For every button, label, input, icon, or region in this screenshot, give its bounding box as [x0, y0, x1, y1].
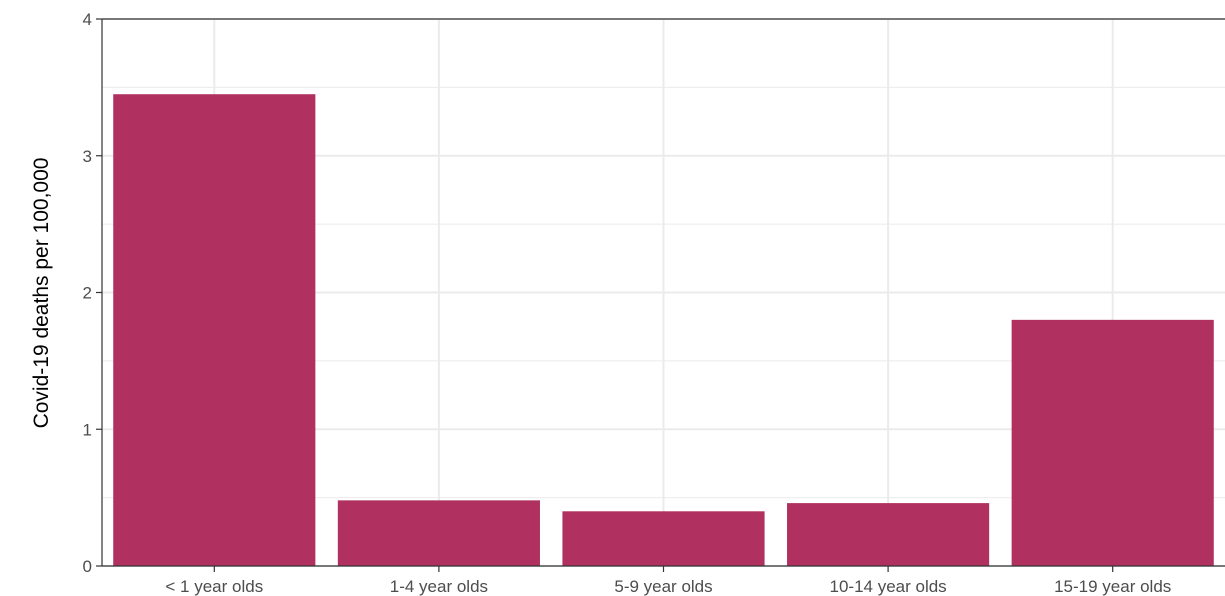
x-tick-label: < 1 year olds — [165, 577, 263, 596]
y-tick-label: 0 — [83, 557, 92, 576]
y-tick-label: 2 — [83, 284, 92, 303]
bar — [787, 503, 990, 566]
x-tick-label: 15-19 year olds — [1054, 577, 1171, 596]
y-tick-label: 4 — [83, 10, 92, 29]
bar — [562, 511, 765, 566]
axes-layer — [96, 18, 1225, 572]
bar — [113, 94, 316, 567]
labels-layer: 0 1 2 3 4 < 1 year olds 1-4 year olds 5-9 year … — [83, 10, 1172, 596]
bar — [337, 500, 540, 566]
y-axis-title: Covid-19 deaths per 100,000 — [30, 158, 53, 429]
y-tick-label: 1 — [83, 420, 92, 439]
bar — [1011, 319, 1214, 566]
y-tick-label: 3 — [83, 147, 92, 166]
x-tick-label: 1-4 year olds — [390, 577, 488, 596]
bars-layer — [113, 94, 1214, 567]
x-tick-label: 10-14 year olds — [830, 577, 947, 596]
x-tick-label: 5-9 year olds — [614, 577, 712, 596]
